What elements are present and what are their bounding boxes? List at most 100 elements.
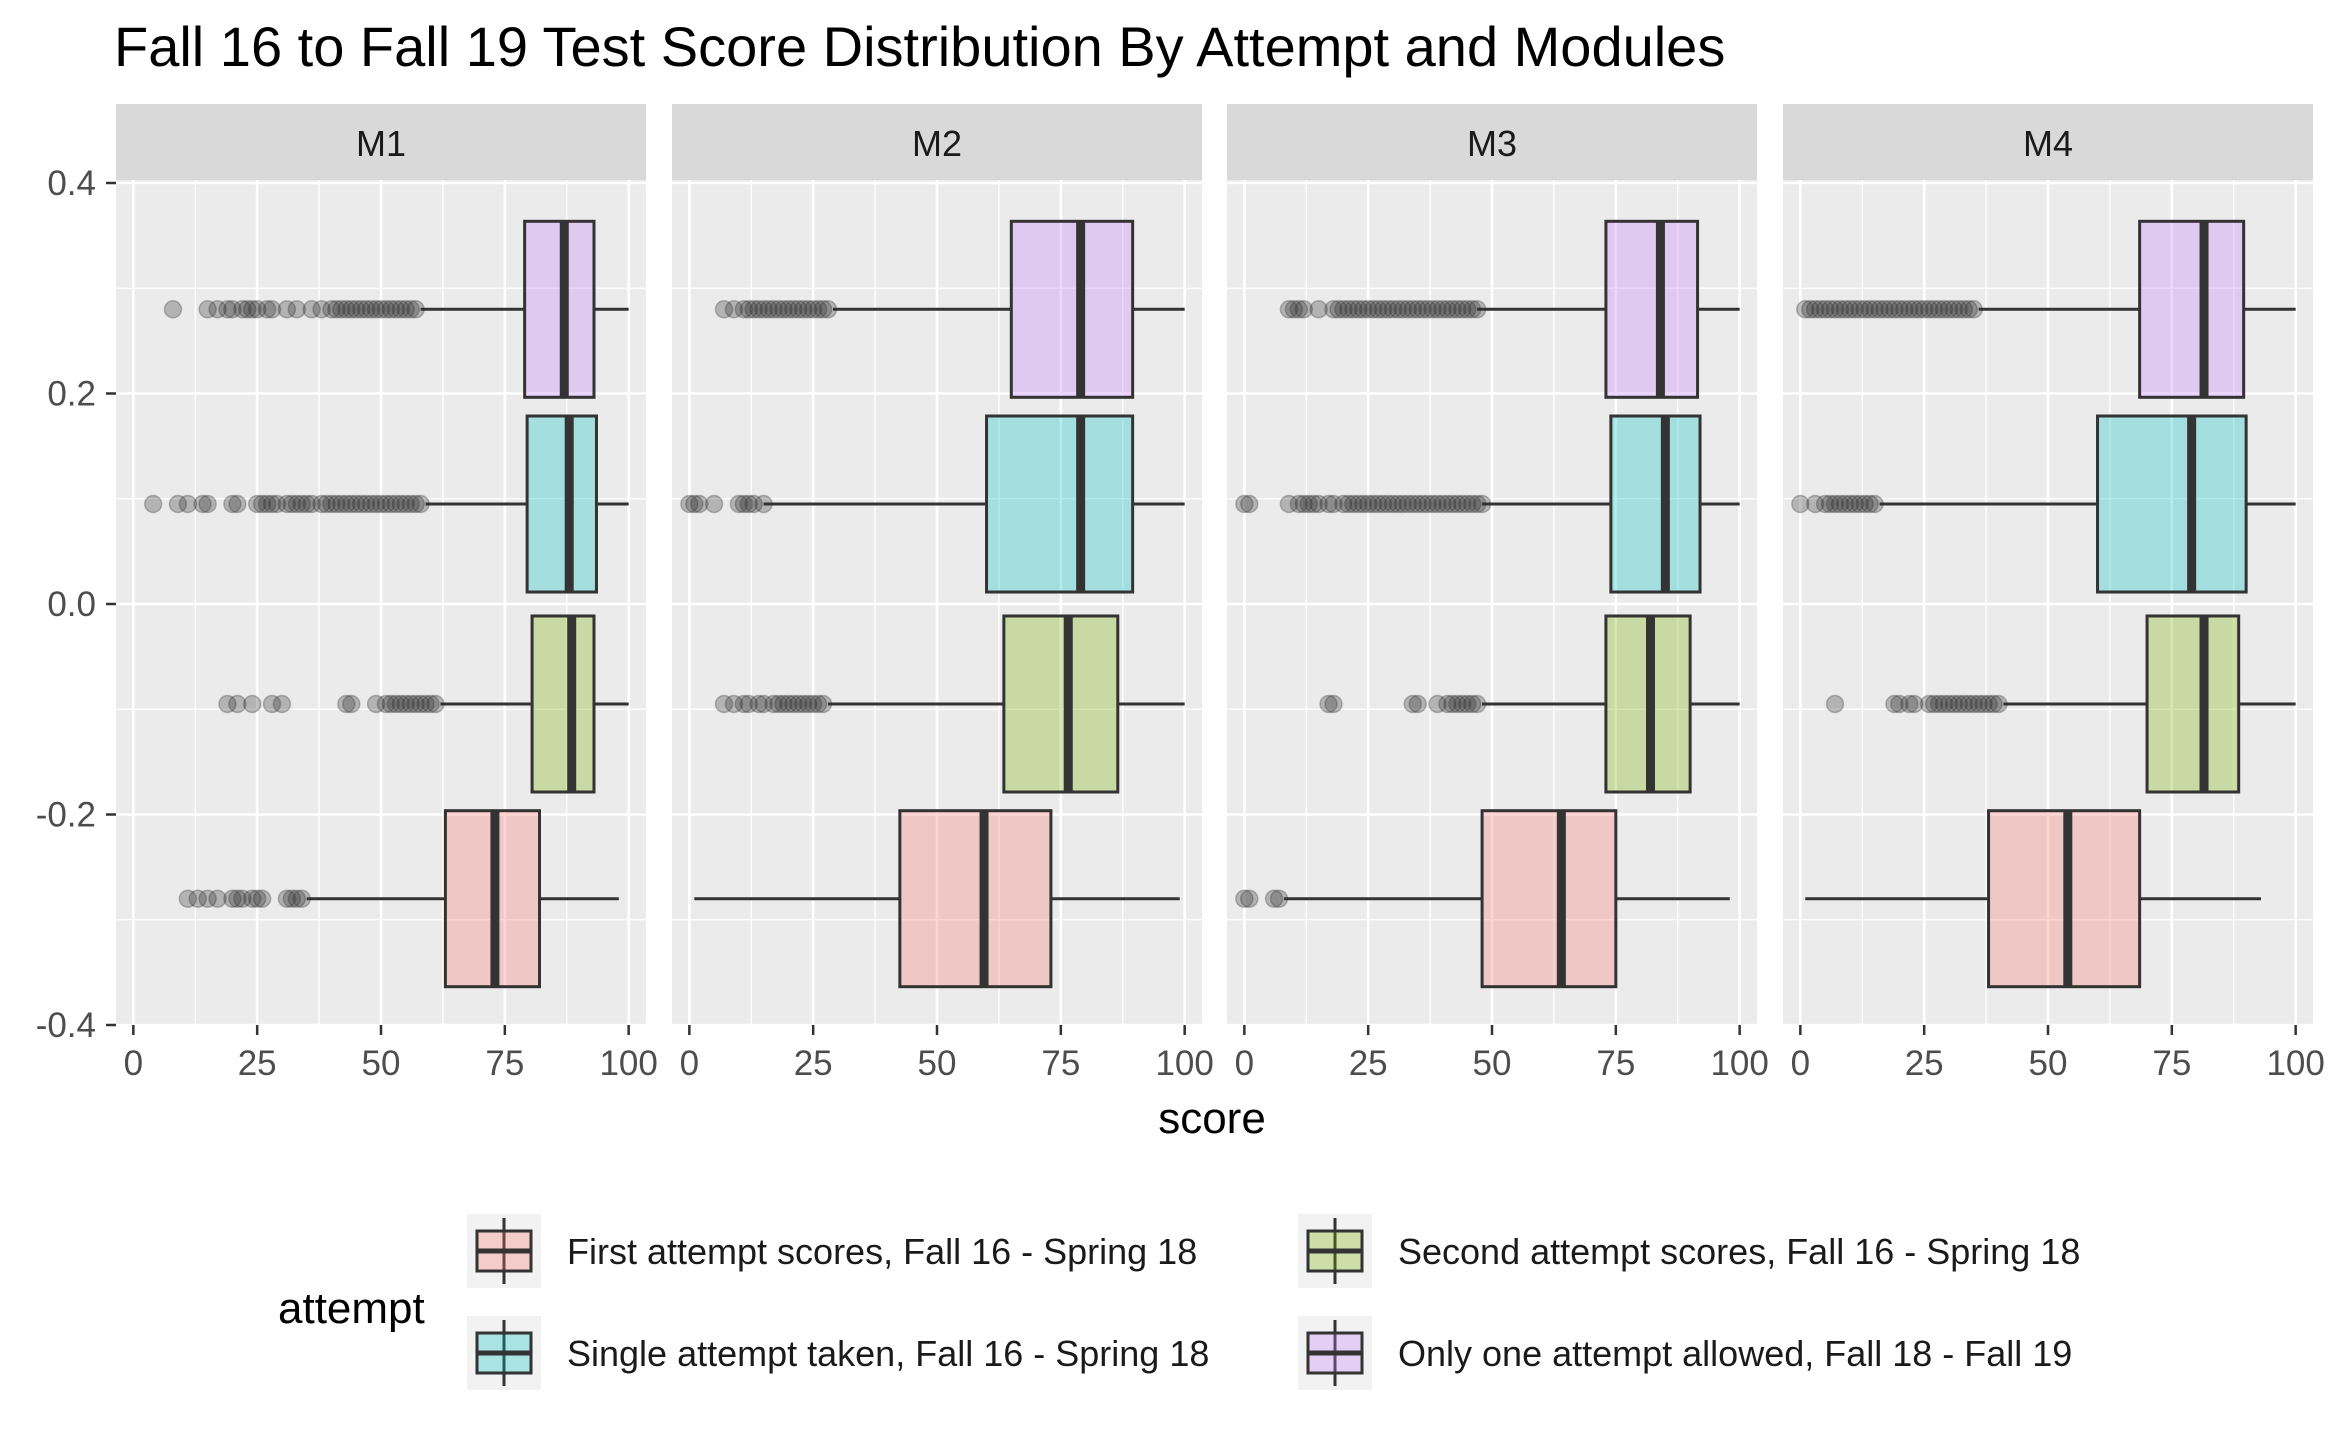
y-tick-label: -0.4 [36,1006,96,1045]
outlier-point [1934,300,1954,319]
outlier-point [1467,300,1487,319]
outlier-point [416,694,435,714]
outlier-point [1284,300,1304,319]
outlier-point [247,889,267,908]
outlier-point [1279,494,1299,514]
outlier-point [1453,300,1472,319]
outlier-point [193,494,212,514]
outlier-point [1944,300,1964,319]
outlier-point [764,694,783,714]
outlier-point [1334,494,1353,514]
outlier-point [1919,694,1939,714]
outlier-point [1909,300,1929,319]
outlier-point [1845,494,1865,514]
outlier-point [1457,300,1477,319]
box-second [218,614,629,794]
outlier-point [401,494,420,514]
outlier-point [1428,300,1447,319]
outlier-point [808,300,828,319]
box-iqr [1604,219,1700,399]
outlier-point [366,300,386,319]
outlier-point [759,300,778,319]
x-tick-label: 50 [1473,1044,1512,1083]
outlier-point [312,494,331,514]
outlier-point [1304,494,1323,514]
outlier-point [1939,694,1959,714]
box-single [1791,414,2296,594]
box-iqr [1480,809,1618,989]
outlier-point [233,300,252,319]
outlier-point [779,300,798,319]
outlier-point [764,300,783,319]
outlier-point [1924,300,1944,319]
outlier-point [292,889,311,908]
outlier-point [1413,494,1432,514]
legend-label: First attempt scores, Fall 16 - Spring 1… [567,1231,1197,1272]
outlier-point [1850,494,1870,514]
outlier-point [277,300,297,319]
outlier-point [1830,300,1850,319]
outlier-point [754,494,773,514]
outlier-point [262,300,282,319]
box-iqr [525,414,598,594]
outlier-point [406,494,425,514]
box-iqr [1009,219,1135,399]
outlier-point [1240,889,1259,908]
outlier-point [1443,694,1462,714]
outlier-point [208,889,227,908]
outlier-point [228,694,247,714]
outlier-point [267,494,287,514]
facet-strip [1783,104,2313,180]
outlier-point [1805,494,1825,514]
facet-strip [672,104,1202,180]
outlier-point [1423,494,1442,514]
outlier-point [1830,494,1850,514]
outlier-point [1890,300,1909,319]
y-tick-label: 0.0 [47,585,96,624]
outlier-point [421,694,440,714]
box-single [680,414,1185,594]
outlier-point [287,889,307,908]
outlier-point [233,889,252,908]
outlier-point [257,300,277,319]
outlier-point [242,300,262,319]
outlier-point [342,694,361,714]
outlier-point [1905,300,1924,319]
outlier-point [1885,694,1904,714]
outlier-point [734,300,754,319]
outlier-point [1845,300,1865,319]
outlier-point [198,889,217,908]
outlier-point [714,694,734,714]
outlier-point [729,494,749,514]
outlier-point [1939,300,1959,319]
outlier-point [386,694,406,714]
outlier-point [242,889,262,908]
outlier-point [1467,694,1487,714]
outlier-point [749,300,768,319]
outlier-point [1383,300,1403,319]
box-iqr [523,219,596,399]
outlier-point [1289,494,1309,514]
outlier-point [784,300,803,319]
outlier-point [1235,889,1254,908]
legend-title: attempt [278,1284,425,1333]
outlier-point [1269,889,1289,908]
outlier-point [1393,494,1413,514]
outlier-point [411,494,430,514]
outlier-point [714,300,734,319]
y-tick-label: 0.2 [47,375,96,414]
outlier-point [744,300,763,319]
outlier-point [188,889,207,908]
outlier-point [724,300,744,319]
outlier-point [252,494,272,514]
outlier-point [1368,300,1388,319]
outlier-point [1875,300,1894,319]
outlier-point [223,494,242,514]
outlier-point [322,300,341,319]
outlier-point [1403,494,1422,514]
outlier-point [406,300,425,319]
outlier-point [1418,494,1437,514]
x-tick-label: 100 [599,1044,657,1083]
outlier-point [1820,300,1840,319]
outlier-point [1900,300,1919,319]
